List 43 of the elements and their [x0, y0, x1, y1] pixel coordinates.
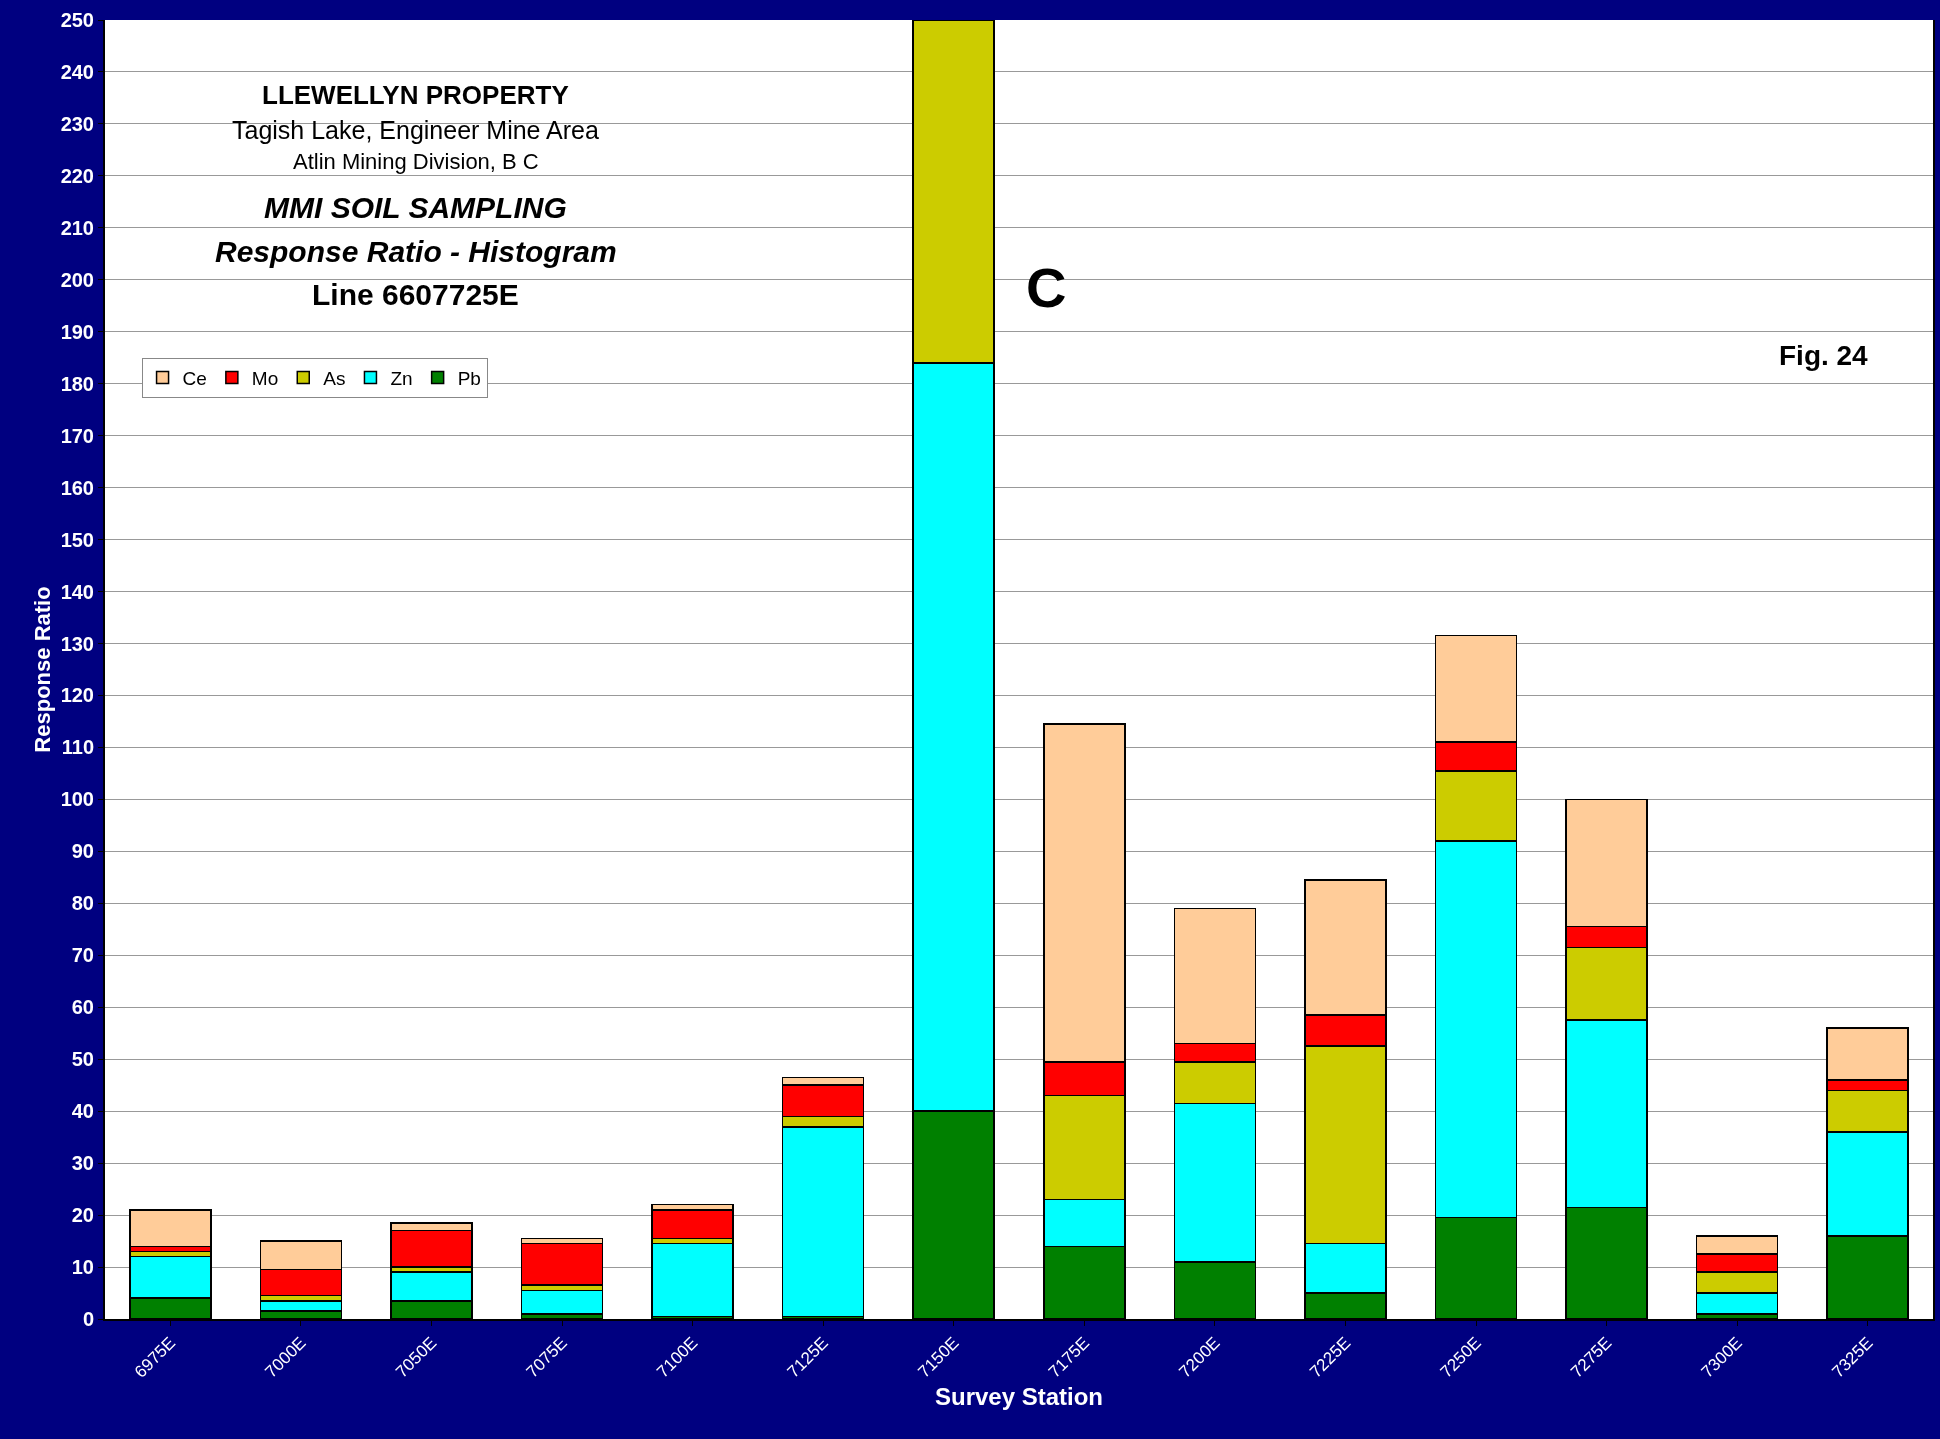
y-tick-label: 70	[71, 944, 94, 967]
y-tick-label: 90	[71, 840, 94, 863]
annotation: Response Ratio - Histogram	[215, 235, 617, 268]
y-tick-label: 10	[71, 1256, 94, 1279]
legend-label: Zn	[390, 368, 413, 389]
annotation: Fig. 24	[1779, 340, 1869, 371]
y-tick-label: 220	[60, 164, 94, 187]
annotation: Line 6607725E	[312, 278, 519, 311]
y-tick-label: 110	[61, 736, 94, 759]
y-tick-label: 170	[60, 424, 94, 447]
y-tick-label: 230	[60, 112, 94, 135]
y-tick-label: 150	[60, 528, 94, 551]
y-tick-label: 50	[71, 1048, 94, 1071]
text: Tagish Lake, Engineer Mine Area Atlin Mining Division, B C	[232, 116, 599, 174]
legend-label: Mo	[251, 368, 279, 389]
y-tick-label: 120	[60, 684, 94, 707]
legend-label: As	[323, 368, 346, 389]
y-tick-label: 0	[82, 1308, 94, 1330]
bar	[520, 1289, 604, 1315]
y-tick-label: 60	[71, 996, 94, 1019]
bar	[129, 1209, 212, 1248]
y-tick-label: 140	[60, 580, 94, 603]
annotation: C	[1026, 256, 1067, 319]
y-tick-label: 30	[71, 1152, 94, 1175]
y-axis-title: Response Ratio	[29, 586, 55, 753]
y-tick-label: 40	[71, 1100, 94, 1123]
x-axis-title: Survey Station	[934, 1383, 1104, 1411]
y-tick-label: 130	[60, 632, 94, 655]
y-tick-label: 240	[60, 60, 94, 83]
y-tick-label: 210	[60, 216, 94, 239]
annotation: MMI SOIL SAMPLING	[264, 191, 567, 224]
y-tick-label: 200	[60, 268, 94, 291]
y-tick-label: 160	[60, 476, 94, 499]
y-tick-label: 190	[60, 320, 94, 343]
y-tick-label: 100	[60, 788, 94, 811]
legend-label: Ce	[182, 368, 207, 389]
legend-label: Pb	[457, 368, 481, 389]
text: LLEWELLYN PROPERTY	[262, 80, 569, 110]
y-tick-label: 180	[60, 372, 94, 395]
bar	[651, 1242, 734, 1318]
y-tick-label: 250	[60, 9, 94, 31]
y-tick-label: 20	[71, 1204, 94, 1227]
y-tick-label: 80	[71, 892, 94, 915]
